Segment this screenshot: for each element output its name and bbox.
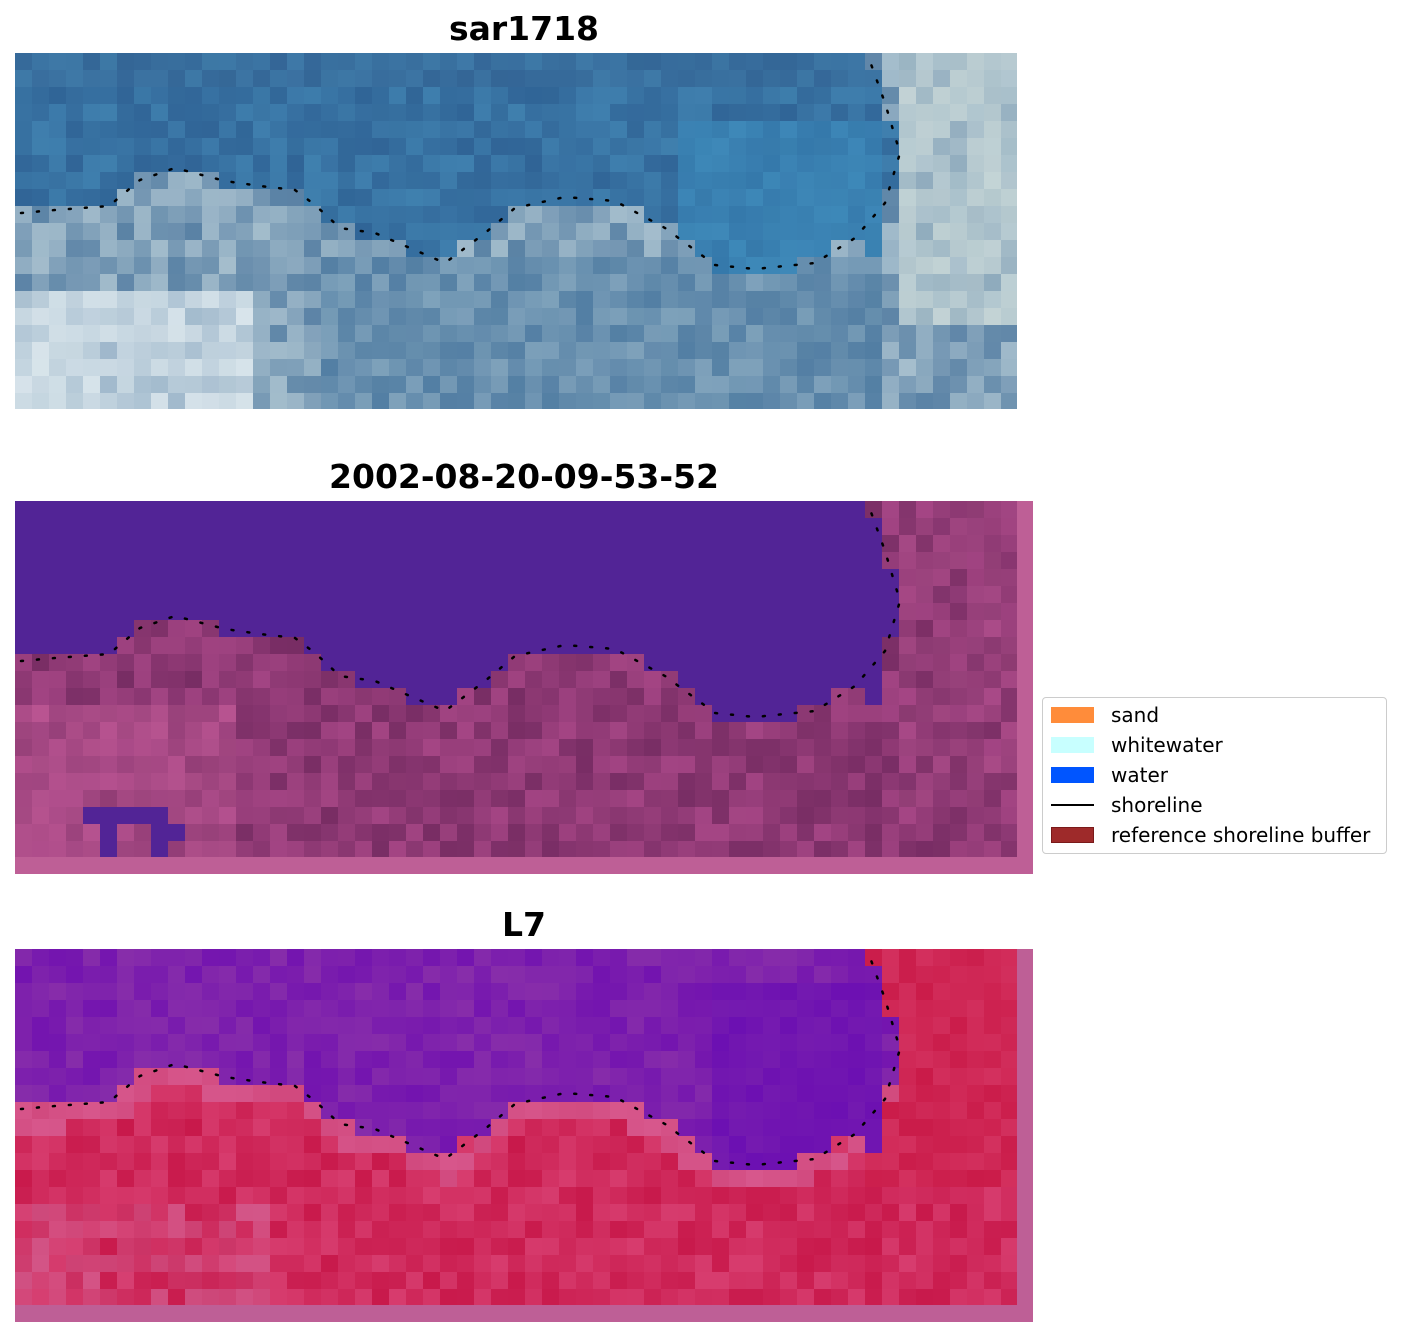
- legend-item-buffer: reference shoreline buffer: [1051, 822, 1370, 848]
- whitewater-swatch: [1051, 737, 1094, 753]
- water-swatch: [1051, 767, 1094, 783]
- legend-label-buffer: reference shoreline buffer: [1111, 823, 1371, 847]
- shoreline-line-swatch: [1051, 804, 1094, 806]
- classified-image: [15, 501, 1033, 874]
- legend-item-sand: sand: [1051, 702, 1159, 728]
- index-image-panel: [15, 949, 1033, 1322]
- legend-item-whitewater: whitewater: [1051, 732, 1223, 758]
- legend-item-water: water: [1051, 762, 1168, 788]
- index-image: [15, 949, 1033, 1322]
- legend: sand whitewater water shoreline referenc…: [1042, 697, 1387, 854]
- panel-title-3: L7: [502, 905, 546, 944]
- legend-label-whitewater: whitewater: [1111, 733, 1223, 757]
- legend-label-water: water: [1111, 763, 1168, 787]
- classified-image-panel: [15, 501, 1033, 874]
- satellite-image: [15, 53, 1017, 409]
- panel-title-2: 2002-08-20-09-53-52: [329, 457, 719, 496]
- legend-label-shoreline: shoreline: [1111, 793, 1203, 817]
- panel-title-1: sar1718: [448, 9, 600, 48]
- legend-item-shoreline: shoreline: [1051, 792, 1203, 818]
- buffer-swatch: [1051, 827, 1094, 843]
- satellite-image-panel: [15, 53, 1017, 409]
- sand-swatch: [1051, 707, 1094, 723]
- legend-label-sand: sand: [1111, 703, 1160, 727]
